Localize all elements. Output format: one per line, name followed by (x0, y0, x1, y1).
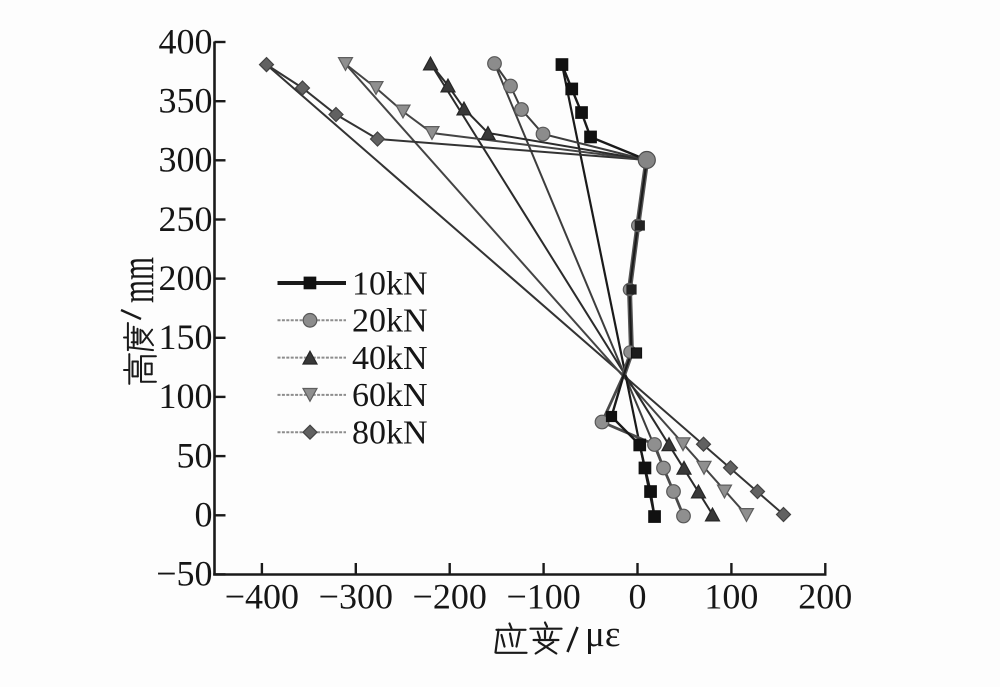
svg-text:με: με (585, 614, 620, 655)
svg-text:−200: −200 (413, 577, 487, 617)
svg-text:100: 100 (704, 577, 758, 617)
svg-text:0: 0 (629, 577, 647, 617)
svg-text:0: 0 (195, 495, 213, 535)
svg-text:mm: mm (111, 257, 164, 303)
svg-text:80kN: 80kN (352, 415, 428, 452)
svg-text:350: 350 (159, 81, 213, 121)
svg-text:200: 200 (798, 577, 852, 617)
svg-text:400: 400 (159, 21, 213, 61)
svg-text:200: 200 (159, 258, 213, 298)
svg-text:20kN: 20kN (352, 303, 428, 340)
svg-text:250: 250 (159, 199, 213, 239)
svg-text:−100: −100 (506, 577, 580, 617)
svg-text:−300: −300 (319, 577, 393, 617)
svg-text:40kN: 40kN (352, 340, 428, 377)
svg-text:−400: −400 (225, 577, 299, 617)
svg-text:10kN: 10kN (352, 265, 428, 302)
svg-text:−50: −50 (156, 554, 212, 594)
svg-text:50: 50 (177, 435, 213, 475)
svg-text:60kN: 60kN (352, 377, 428, 414)
svg-text:100: 100 (159, 376, 213, 416)
svg-text:150: 150 (159, 317, 213, 357)
svg-text:300: 300 (159, 140, 213, 180)
